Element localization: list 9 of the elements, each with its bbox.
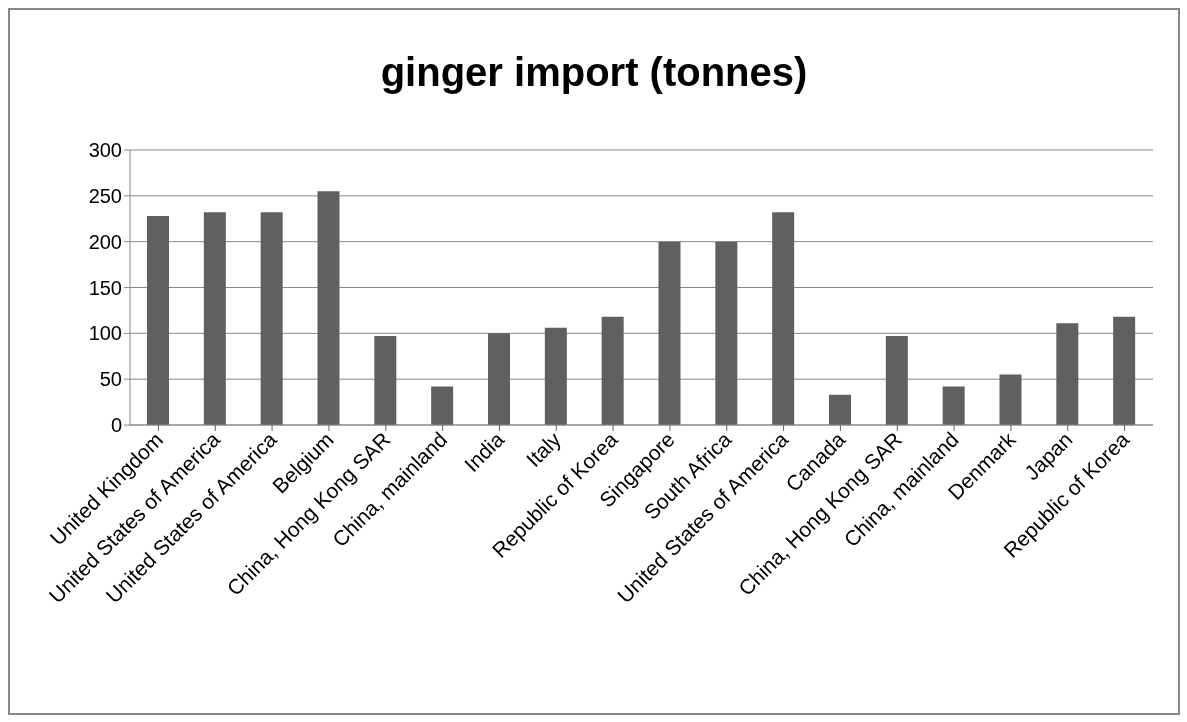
y-tick-label: 200 (88, 230, 122, 253)
y-tick-label: 50 (99, 368, 122, 391)
x-tick-label: Italy (521, 427, 566, 472)
y-tick-label: 150 (88, 276, 122, 299)
y-tick-label: 250 (88, 184, 122, 207)
y-tick-label: 0 (110, 414, 122, 437)
y-tick-label: 300 (88, 139, 122, 162)
chart-title: ginger import (tonnes) (379, 50, 809, 96)
y-tick-label: 100 (88, 322, 122, 345)
